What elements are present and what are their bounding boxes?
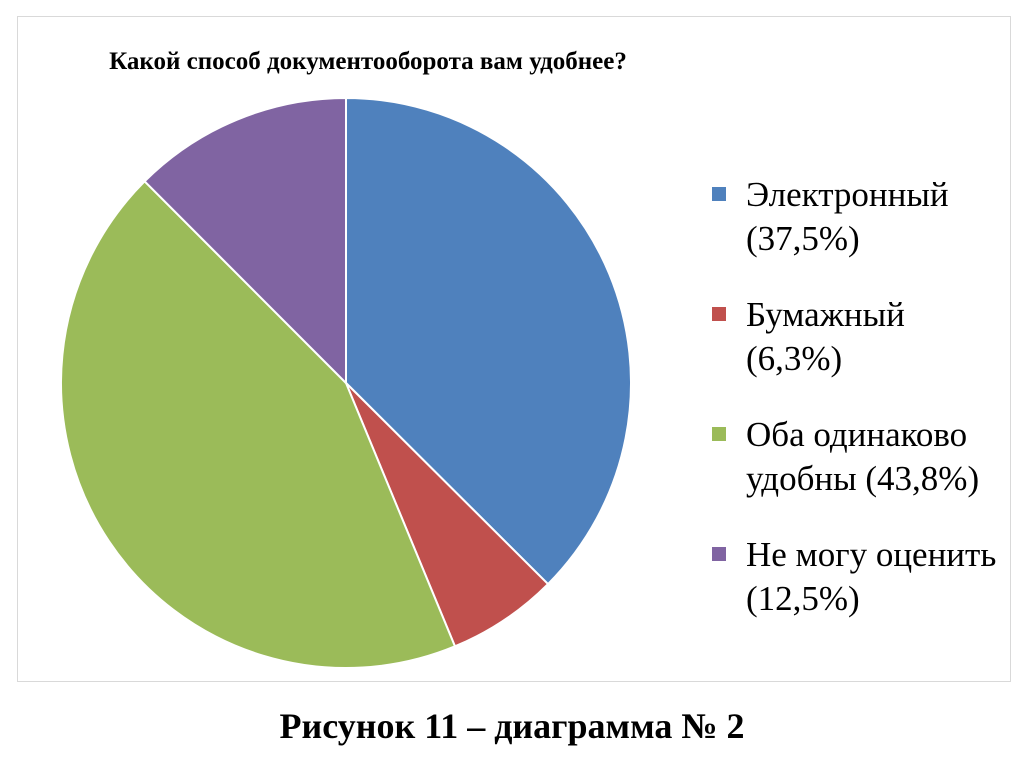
pie-slice-2: [60, 180, 456, 669]
legend-label: Оба одинаково удобны (43,8%): [746, 415, 980, 498]
legend-swatch: [712, 187, 726, 201]
legend-item-3: Не могу оценить (12,5%): [706, 533, 1006, 621]
legend-swatch: [712, 547, 726, 561]
pie-chart: [60, 97, 632, 669]
pie-slice-0: [345, 97, 632, 586]
legend-label: Электронный (37,5%): [746, 175, 949, 258]
chart-title: Какой способ документооборота вам удобне…: [109, 48, 627, 75]
legend-swatch: [712, 427, 726, 441]
legend-item-2: Оба одинаково удобны (43,8%): [706, 413, 1006, 501]
legend-label: Не могу оценить (12,5%): [746, 535, 997, 618]
pie-slice-3: [143, 97, 347, 384]
legend-item-0: Электронный (37,5%): [706, 173, 1006, 261]
legend-swatch: [712, 307, 726, 321]
legend-item-1: Бумажный (6,3%): [706, 293, 1006, 381]
chart-legend: Электронный (37,5%) Бумажный (6,3%) Оба од…: [706, 173, 1006, 653]
figure-caption: Рисунок 11 – диаграмма № 2: [279, 706, 745, 746]
chart-frame: Какой способ документооборота вам удобне…: [17, 16, 1011, 682]
pie-slice-1: [345, 382, 549, 648]
legend-label: Бумажный (6,3%): [746, 295, 905, 378]
